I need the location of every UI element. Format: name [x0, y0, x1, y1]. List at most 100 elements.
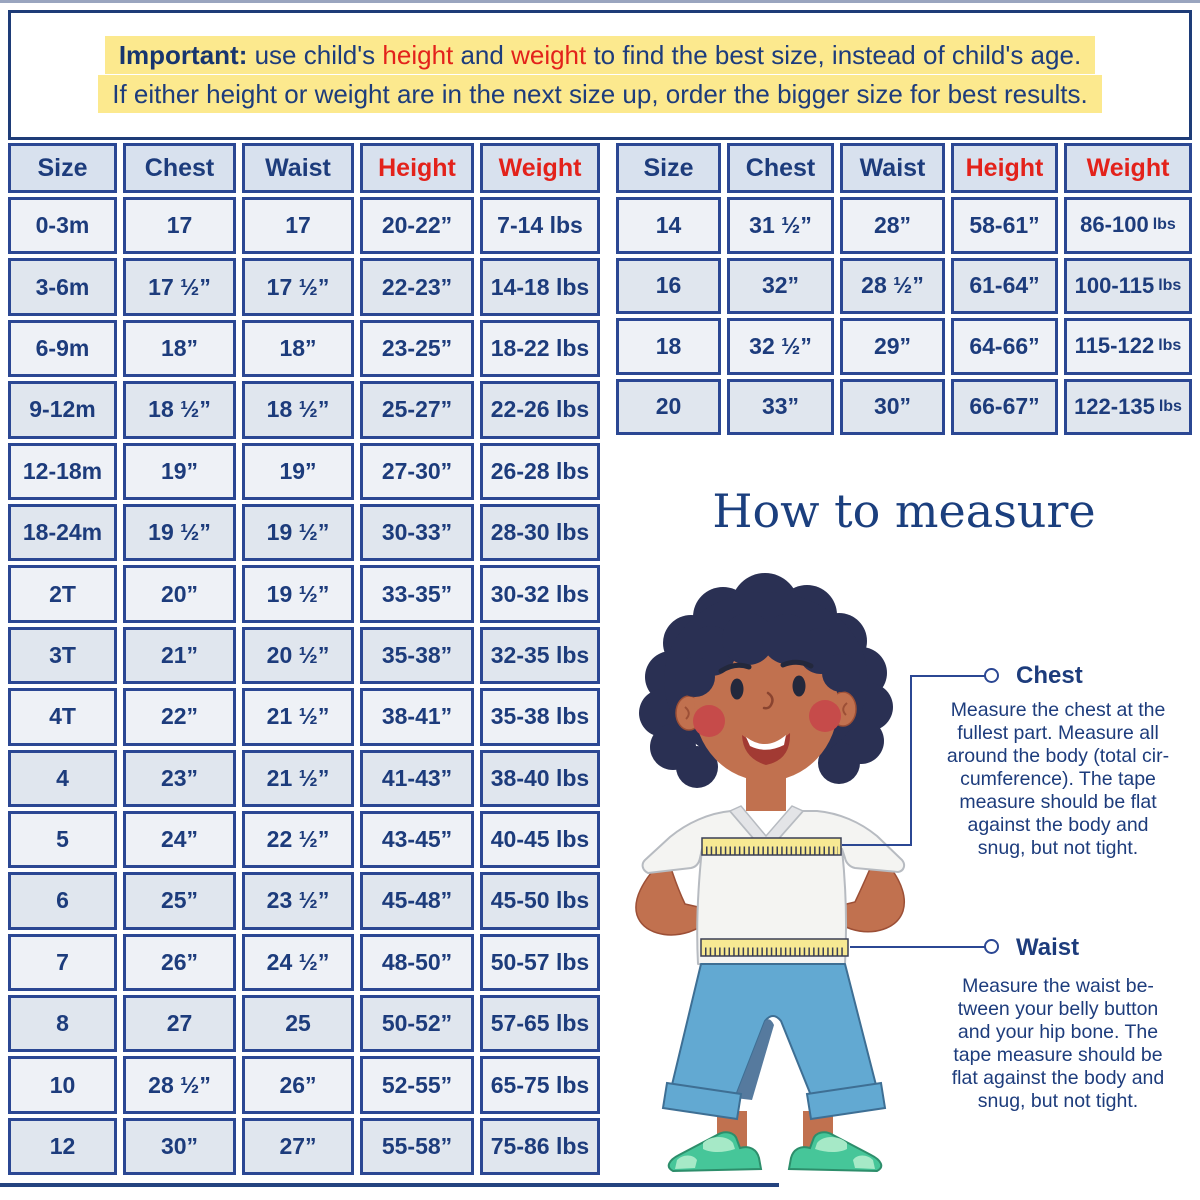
value-cell: 19” — [123, 442, 236, 500]
teeth — [746, 735, 786, 750]
pants — [670, 963, 878, 1100]
value-cell: 24 ½” — [242, 933, 354, 992]
size-cell: 6 — [8, 872, 117, 930]
value-cell: 18 ½” — [242, 381, 354, 439]
value-cell: 19 ½” — [242, 565, 354, 623]
column-header-waist: Waist — [840, 143, 945, 193]
column-header-height: Height — [360, 143, 474, 193]
value-cell: 25 — [242, 995, 354, 1053]
value-cell: 57-65 lbs — [480, 995, 600, 1053]
value-cell: 38-40 lbs — [480, 749, 600, 807]
value-cell: 115-122 lbs — [1064, 318, 1192, 375]
value-cell: 17 ½” — [123, 258, 236, 316]
chest-instructions: Measure the chest at the fullest part. M… — [946, 699, 1170, 859]
value-cell: 17 — [123, 197, 236, 255]
value-cell: 18 ½” — [123, 381, 236, 439]
nose — [762, 691, 774, 710]
banner-height-word: height — [382, 39, 454, 70]
value-cell: 35-38 lbs — [480, 688, 600, 746]
size-cell: 4T — [8, 688, 117, 746]
value-cell: 23-25” — [360, 319, 474, 378]
value-cell: 58-61” — [951, 197, 1058, 254]
value-cell: 19” — [242, 442, 354, 500]
size-cell: 10 — [8, 1056, 117, 1114]
value-cell: 21 ½” — [242, 749, 354, 807]
chest-label: Chest — [1016, 662, 1083, 689]
value-cell: 45-48” — [360, 872, 474, 930]
column-header-weight: Weight — [1064, 143, 1192, 193]
size-cell: 16 — [616, 257, 721, 314]
banner-line-2-highlight: If either height or weight are in the ne… — [98, 74, 1102, 113]
waist-connector-line — [850, 946, 986, 948]
value-cell: 20-22” — [360, 197, 474, 255]
value-cell: 22-23” — [360, 258, 474, 316]
chest-connector-line — [842, 844, 912, 846]
banner-text: to find the best size, instead of child'… — [586, 39, 1082, 70]
size-cell: 8 — [8, 995, 117, 1053]
banner-line-1: Important: use child's height and weight… — [104, 35, 1096, 74]
value-cell: 21 ½” — [242, 688, 354, 746]
shoes — [667, 1131, 883, 1173]
banner-weight-word: weight — [511, 39, 587, 70]
value-cell: 27” — [242, 1117, 354, 1176]
value-cell: 28 ½” — [123, 1056, 236, 1114]
value-cell: 26” — [123, 933, 236, 992]
value-cell: 33-35” — [360, 565, 474, 623]
value-cell: 27-30” — [360, 442, 474, 500]
value-cell: 17 — [242, 197, 354, 255]
value-cell: 24” — [123, 810, 236, 869]
cheeks — [693, 700, 841, 737]
value-cell: 48-50” — [360, 933, 474, 992]
important-note-banner: Important: use child's height and weight… — [8, 10, 1192, 140]
column-header-size: Size — [616, 143, 721, 193]
size-cell: 3-6m — [8, 258, 117, 316]
bottom-border-line — [0, 1183, 779, 1187]
value-cell: 61-64” — [951, 257, 1058, 314]
value-cell: 55-58” — [360, 1117, 474, 1176]
size-cell: 6-9m — [8, 319, 117, 378]
chest-measuring-tape — [701, 837, 842, 856]
value-cell: 25” — [123, 872, 236, 930]
waist-point-marker-icon — [984, 939, 999, 954]
value-cell: 30” — [840, 378, 945, 435]
pant-cuffs — [661, 1081, 887, 1121]
value-cell: 26” — [242, 1056, 354, 1114]
value-cell: 122-135 lbs — [1064, 378, 1192, 435]
column-header-chest: Chest — [727, 143, 834, 193]
size-cell: 7 — [8, 933, 117, 992]
value-cell: 28-30 lbs — [480, 503, 600, 562]
size-cell: 5 — [8, 810, 117, 869]
banner-important-label: Important: — [118, 39, 248, 70]
value-cell: 38-41” — [360, 688, 474, 746]
value-cell: 30” — [123, 1117, 236, 1176]
value-cell: 86-100 lbs — [1064, 197, 1192, 254]
value-cell: 26-28 lbs — [480, 442, 600, 500]
waist-label: Waist — [1016, 934, 1080, 961]
banner-text: use child's — [247, 39, 383, 70]
value-cell: 19 ½” — [123, 503, 236, 562]
child-illustration — [635, 573, 906, 1173]
weight-unit: lbs — [1158, 276, 1182, 294]
value-cell: 40-45 lbs — [480, 810, 600, 869]
how-to-measure-title: How to measure — [712, 484, 1096, 538]
banner-line-2: If either height or weight are in the ne… — [98, 74, 1102, 113]
size-cell: 14 — [616, 197, 721, 254]
value-cell: 17 ½” — [242, 258, 354, 316]
size-table-14-to-20: Size Chest Waist Height Weight 14 31 ½” 28” 58-6… — [616, 143, 1192, 435]
value-cell: 41-43” — [360, 749, 474, 807]
size-cell: 9-12m — [8, 381, 117, 439]
value-cell: 23 ½” — [242, 872, 354, 930]
banner-text: and — [453, 39, 512, 70]
chest-connector-line — [910, 675, 986, 677]
value-cell: 28 ½” — [840, 257, 945, 314]
value-cell: 7-14 lbs — [480, 197, 600, 255]
eyes — [730, 675, 806, 700]
size-table-infant-to-12: Size Chest Waist Height Weight 0-3m 17 17 20-22”… — [8, 143, 600, 1176]
value-cell: 43-45” — [360, 810, 474, 869]
value-cell: 100-115 lbs — [1064, 257, 1192, 314]
size-cell: 3T — [8, 626, 117, 685]
size-cell: 0-3m — [8, 197, 117, 255]
chest-connector-line — [910, 676, 912, 846]
value-cell: 23” — [123, 749, 236, 807]
